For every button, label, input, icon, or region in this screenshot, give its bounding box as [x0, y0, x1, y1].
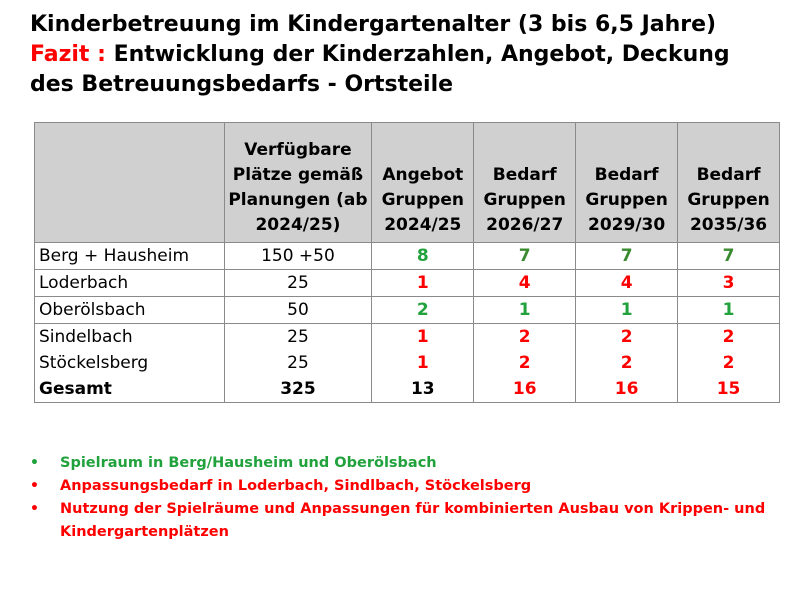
bullet-icon: •: [30, 501, 39, 517]
list-item: • Nutzung der Spielräume und Anpassungen…: [30, 498, 770, 544]
row-bedarf-2026-27: 7: [473, 242, 577, 270]
header-ortsteil: [34, 122, 225, 243]
row-name: Oberölsbach: [34, 296, 225, 324]
row-angebot: 1: [371, 350, 475, 376]
row-bedarf-2026-27: 2: [473, 350, 577, 376]
fazit-label: Fazit :: [30, 42, 106, 67]
header-bedarf-2026-27: Bedarf Gruppen 2026/27: [473, 122, 577, 243]
row-plaetze: 25: [223, 323, 373, 350]
row-bedarf-2035-36: 3: [677, 269, 780, 297]
title-line-2: Fazit : Entwicklung der Kinderzahlen, An…: [30, 40, 780, 70]
row-bedarf-2029-30: 2: [575, 323, 679, 350]
row-bedarf-2035-36: 7: [677, 242, 780, 270]
table-row: Sindelbach 25 1 2 2 2: [34, 323, 780, 350]
row-name: Stöckelsberg: [34, 350, 225, 376]
conclusion-list: • Spielraum in Berg/Hausheim und Oberöls…: [30, 452, 770, 544]
row-name: Gesamt: [34, 376, 225, 403]
row-plaetze: 25: [223, 350, 373, 376]
row-bedarf-2026-27: 2: [473, 323, 577, 350]
row-bedarf-2035-36: 15: [677, 376, 780, 403]
bullet-icon: •: [30, 478, 39, 494]
row-bedarf-2029-30: 1: [575, 296, 679, 324]
row-name: Sindelbach: [34, 323, 225, 350]
row-angebot: 8: [371, 242, 475, 270]
row-angebot: 13: [371, 376, 475, 403]
row-bedarf-2026-27: 16: [473, 376, 577, 403]
title-line-3: des Betreuungsbedarfs - Ortsteile: [30, 72, 454, 97]
table-row: Oberölsbach 50 2 1 1 1: [34, 296, 780, 324]
kindergarten-table: Verfügbare Plätze gemäß Planungen (ab 20…: [34, 122, 780, 403]
table-header-row: Verfügbare Plätze gemäß Planungen (ab 20…: [34, 122, 780, 243]
row-name: Loderbach: [34, 269, 225, 297]
header-angebot-2024-25: Angebot Gruppen 2024/25: [371, 122, 475, 243]
row-plaetze: 325: [223, 376, 373, 403]
row-bedarf-2035-36: 1: [677, 296, 780, 324]
row-bedarf-2029-30: 16: [575, 376, 679, 403]
row-bedarf-2029-30: 7: [575, 242, 679, 270]
header-plaetze: Verfügbare Plätze gemäß Planungen (ab 20…: [223, 122, 373, 243]
slide-title: Kinderbetreuung im Kindergartenalter (3 …: [30, 10, 780, 100]
row-bedarf-2026-27: 1: [473, 296, 577, 324]
table-row: Loderbach 25 1 4 4 3: [34, 269, 780, 297]
table-row: Berg + Hausheim 150 +50 8 7 7 7: [34, 242, 780, 270]
row-bedarf-2026-27: 4: [473, 269, 577, 297]
bullet-text: Spielraum in Berg/Hausheim und Oberölsba…: [60, 455, 437, 471]
bullet-text: Nutzung der Spielräume und Anpassungen f…: [60, 501, 766, 540]
row-bedarf-2029-30: 2: [575, 350, 679, 376]
list-item: • Anpassungsbedarf in Loderbach, Sindlba…: [30, 475, 770, 498]
row-plaetze: 150 +50: [223, 242, 373, 270]
bullet-icon: •: [30, 455, 39, 471]
row-bedarf-2029-30: 4: [575, 269, 679, 297]
row-angebot: 1: [371, 323, 475, 350]
header-bedarf-2035-36: Bedarf Gruppen 2035/36: [677, 122, 780, 243]
row-angebot: 1: [371, 269, 475, 297]
list-item: • Spielraum in Berg/Hausheim und Oberöls…: [30, 452, 770, 475]
row-name: Berg + Hausheim: [34, 242, 225, 270]
row-plaetze: 25: [223, 269, 373, 297]
row-plaetze: 50: [223, 296, 373, 324]
row-angebot: 2: [371, 296, 475, 324]
title-line-1: Kinderbetreuung im Kindergartenalter (3 …: [30, 12, 717, 37]
bullet-text: Anpassungsbedarf in Loderbach, Sindlbach…: [60, 478, 532, 494]
title-line-2-text: Entwicklung der Kinderzahlen, Angebot, D…: [105, 42, 730, 67]
row-bedarf-2035-36: 2: [677, 350, 780, 376]
row-bedarf-2035-36: 2: [677, 323, 780, 350]
table-row: Stöckelsberg 25 1 2 2 2: [34, 350, 780, 376]
table-row-total: Gesamt 325 13 16 16 15: [34, 376, 780, 403]
header-bedarf-2029-30: Bedarf Gruppen 2029/30: [575, 122, 679, 243]
